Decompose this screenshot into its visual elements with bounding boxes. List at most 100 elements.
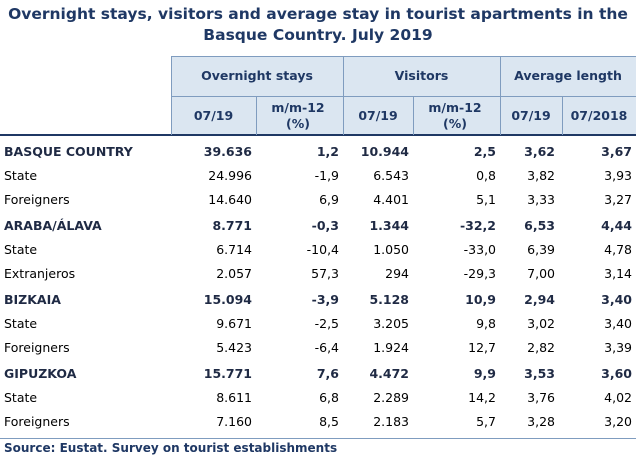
- row-value-col-4: 12,7: [468, 340, 496, 355]
- row-value-col-3: 1.344: [369, 218, 409, 233]
- group-header-visitors: Visitors: [394, 68, 449, 83]
- row-label: BASQUE COUNTRY: [4, 144, 133, 159]
- row-value-col-4: -33,0: [463, 242, 496, 257]
- row-value-col-6: 3,39: [604, 340, 632, 355]
- row-value-col-2: -0,3: [311, 218, 339, 233]
- table-bottom-line: [0, 438, 636, 439]
- header-vline-3: [500, 56, 501, 135]
- header-top-line: [171, 56, 636, 57]
- table-row: Foreigners 14.640 6,9 4.401 5,1 3,33 3,27: [0, 188, 636, 212]
- row-value-col-3: 294: [385, 266, 409, 281]
- row-value-col-5: 6,53: [524, 218, 555, 233]
- table-row-region: BIZKAIA 15.094 -3,9 5.128 10,9 2,94 3,40: [0, 288, 636, 312]
- row-value-col-6: 3,40: [604, 316, 632, 331]
- row-value-col-3: 1.050: [373, 242, 409, 257]
- row-value-col-2: -3,9: [311, 292, 339, 307]
- row-value-col-5: 3,28: [527, 414, 555, 429]
- row-value-col-3: 2.289: [373, 390, 409, 405]
- row-label: Foreigners: [4, 414, 70, 429]
- row-value-col-5: 3,33: [527, 192, 555, 207]
- row-value-col-1: 8.771: [212, 218, 252, 233]
- row-value-col-4: 9,9: [473, 366, 496, 381]
- header-vline-4: [256, 96, 257, 135]
- row-value-col-6: 4,78: [604, 242, 632, 257]
- col-header-1: 07/19: [193, 108, 234, 123]
- table-row-region: ARABA/ÁLAVA 8.771 -0,3 1.344 -32,2 6,53 4,44: [0, 214, 636, 238]
- row-value-col-3: 5.128: [369, 292, 409, 307]
- table-row: Extranjeros 2.057 57,3 294 -29,3 7,00 3,14: [0, 262, 636, 286]
- row-value-col-1: 8.611: [216, 390, 252, 405]
- row-label: State: [4, 316, 38, 331]
- row-value-col-5: 7,00: [527, 266, 555, 281]
- row-value-col-1: 9.671: [216, 316, 252, 331]
- col-header-4: m/m-12 (%): [428, 100, 482, 131]
- row-value-col-3: 4.472: [369, 366, 409, 381]
- row-value-col-2: 6,8: [319, 390, 339, 405]
- source-note: Source: Eustat. Survey on tourist establ…: [4, 441, 338, 455]
- group-header-average: Average length: [514, 68, 622, 83]
- row-label: State: [4, 242, 38, 257]
- table-row-region: BASQUE COUNTRY 39.636 1,2 10.944 2,5 3,62 3,67: [0, 140, 636, 164]
- row-value-col-6: 3,20: [604, 414, 632, 429]
- row-value-col-3: 10.944: [360, 144, 409, 159]
- row-value-col-6: 3,14: [604, 266, 632, 281]
- table-row: State 6.714 -10,4 1.050 -33,0 6,39 4,78: [0, 238, 636, 262]
- row-value-col-4: 0,8: [476, 168, 496, 183]
- row-value-col-2: 1,2: [316, 144, 339, 159]
- row-value-col-3: 1.924: [373, 340, 409, 355]
- row-value-col-2: 7,6: [316, 366, 339, 381]
- row-value-col-3: 6.543: [373, 168, 409, 183]
- row-label: Foreigners: [4, 192, 70, 207]
- row-value-col-6: 3,27: [604, 192, 632, 207]
- col-header-2: m/m-12 (%): [271, 100, 325, 131]
- row-value-col-1: 15.771: [203, 366, 252, 381]
- header-vline-6: [562, 96, 563, 135]
- row-label: BIZKAIA: [4, 292, 61, 307]
- row-value-col-2: 6,9: [319, 192, 339, 207]
- row-value-col-2: 57,3: [311, 266, 339, 281]
- col-header-6: 07/2018: [570, 108, 628, 123]
- header-mid-line: [171, 96, 636, 97]
- row-value-col-6: 3,40: [601, 292, 632, 307]
- header-bottom-line: [0, 134, 636, 136]
- row-value-col-4: 10,9: [465, 292, 496, 307]
- row-value-col-3: 2.183: [373, 414, 409, 429]
- row-value-col-1: 15.094: [203, 292, 252, 307]
- row-value-col-6: 3,67: [601, 144, 632, 159]
- row-value-col-5: 3,02: [527, 316, 555, 331]
- row-label: State: [4, 168, 38, 183]
- row-value-col-5: 3,62: [524, 144, 555, 159]
- header-corner: [0, 56, 171, 135]
- row-value-col-2: 8,5: [319, 414, 339, 429]
- table-title: Overnight stays, visitors and average st…: [8, 5, 628, 44]
- row-value-col-2: -10,4: [306, 242, 339, 257]
- header-vline-5: [413, 96, 414, 135]
- row-value-col-5: 3,76: [527, 390, 555, 405]
- row-value-col-1: 39.636: [203, 144, 252, 159]
- header-vline-2: [343, 56, 344, 135]
- row-value-col-1: 24.996: [208, 168, 252, 183]
- table-row-region: GIPUZKOA 15.771 7,6 4.472 9,9 3,53 3,60: [0, 362, 636, 386]
- row-value-col-1: 14.640: [208, 192, 252, 207]
- row-value-col-6: 3,93: [604, 168, 632, 183]
- row-value-col-4: 9,8: [476, 316, 496, 331]
- row-label: Extranjeros: [4, 266, 76, 281]
- row-value-col-4: -32,2: [459, 218, 496, 233]
- row-value-col-1: 7.160: [216, 414, 252, 429]
- row-value-col-1: 6.714: [216, 242, 252, 257]
- table-row: Foreigners 7.160 8,5 2.183 5,7 3,28 3,20: [0, 410, 636, 434]
- row-value-col-4: 2,5: [473, 144, 496, 159]
- row-value-col-5: 2,94: [524, 292, 555, 307]
- row-label: GIPUZKOA: [4, 366, 77, 381]
- table-row: State 8.611 6,8 2.289 14,2 3,76 4,02: [0, 386, 636, 410]
- col-header-3: 07/19: [358, 108, 398, 123]
- row-value-col-1: 2.057: [216, 266, 252, 281]
- row-label: Foreigners: [4, 340, 70, 355]
- header-vline-1: [171, 56, 172, 135]
- row-value-col-4: 5,1: [476, 192, 496, 207]
- row-value-col-2: -1,9: [314, 168, 339, 183]
- col-header-5: 07/19: [511, 108, 551, 123]
- row-value-col-2: -6,4: [314, 340, 339, 355]
- row-value-col-6: 4,44: [601, 218, 632, 233]
- row-value-col-5: 6,39: [527, 242, 555, 257]
